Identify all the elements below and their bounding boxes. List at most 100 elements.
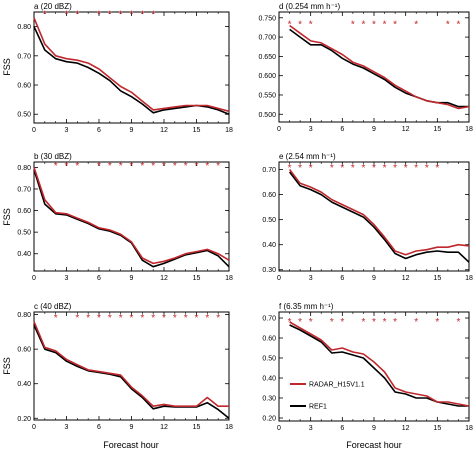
significance-marker: * <box>108 313 112 324</box>
significance-marker: * <box>414 20 418 31</box>
significance-marker: * <box>351 20 355 31</box>
y-tick-label: 0.600 <box>258 73 276 80</box>
significance-marker: * <box>97 313 101 324</box>
x-tick-label: 9 <box>130 424 134 431</box>
significance-marker: * <box>288 20 292 31</box>
significance-marker: * <box>151 9 155 20</box>
y-tick-label: 0.20 <box>262 416 276 423</box>
y-tick-label: 0.550 <box>258 92 276 99</box>
series-line-ref <box>288 171 470 263</box>
y-tick-label: 0.50 <box>17 230 31 237</box>
significance-marker: * <box>298 163 302 174</box>
series-line-radar <box>33 167 230 265</box>
panel-title: e (2.54 mm h⁻¹) <box>279 152 336 161</box>
y-tick-label: 0.60 <box>262 336 276 343</box>
y-tick-label: 0.40 <box>17 381 31 388</box>
series-line-radar <box>289 321 470 407</box>
y-tick-label: 0.50 <box>262 217 276 224</box>
x-tick-label: 6 <box>97 275 101 282</box>
significance-marker: * <box>162 161 166 172</box>
significance-marker: * <box>108 9 112 20</box>
significance-marker: * <box>86 313 90 324</box>
significance-marker: * <box>309 317 313 328</box>
series-line-radar <box>33 321 229 408</box>
x-axis-title: Forecast hour <box>346 440 402 450</box>
y-tick-label: 0.70 <box>262 316 276 323</box>
x-tick-label: 12 <box>402 425 410 432</box>
significance-marker: * <box>119 313 123 324</box>
significance-marker: * <box>151 161 155 172</box>
significance-marker: * <box>205 161 209 172</box>
x-tick-label: 18 <box>225 424 233 431</box>
significance-marker: * <box>65 9 69 20</box>
significance-marker: * <box>140 313 144 324</box>
y-tick-label: 0.60 <box>17 347 31 354</box>
x-tick-label: 15 <box>193 424 201 431</box>
significance-marker: * <box>108 161 112 172</box>
y-tick-label: 0.70 <box>17 53 31 60</box>
significance-marker: * <box>446 20 450 31</box>
significance-marker: * <box>393 317 397 328</box>
significance-marker: * <box>414 163 418 174</box>
y-tick-label: 0.700 <box>258 35 276 42</box>
panel-title: c (40 dBZ) <box>34 302 72 311</box>
x-tick-label: 6 <box>340 425 344 432</box>
panel-frame <box>33 161 230 272</box>
significance-marker: * <box>340 163 344 174</box>
y-axis-title: FSS <box>2 208 12 226</box>
significance-marker: * <box>54 313 58 324</box>
x-tick-label: 18 <box>465 126 473 133</box>
x-tick-label: 6 <box>340 275 344 282</box>
x-tick-label: 15 <box>193 127 201 134</box>
y-tick-label: 0.70 <box>262 167 276 174</box>
significance-marker: * <box>309 163 313 174</box>
significance-marker: * <box>372 317 376 328</box>
significance-marker: * <box>435 317 439 328</box>
significance-marker: * <box>140 9 144 20</box>
significance-marker: * <box>298 20 302 31</box>
significance-marker: * <box>119 9 123 20</box>
x-tick-label: 12 <box>160 127 168 134</box>
significance-marker: * <box>361 20 365 31</box>
significance-marker: * <box>372 20 376 31</box>
x-tick-label: 9 <box>372 275 376 282</box>
x-tick-label: 6 <box>97 127 101 134</box>
x-tick-label: 3 <box>309 275 313 282</box>
significance-marker: * <box>456 317 460 328</box>
significance-marker: * <box>130 9 134 20</box>
significance-marker: * <box>43 9 47 20</box>
panel-c: c (40 dBZ) 0 3 6 9 12 15 18 0.20 0.40 0.60 0.80 * * * *… <box>17 302 233 431</box>
panel-title: d (0.254 mm h⁻¹) <box>279 2 340 11</box>
legend-label: RADAR_H15V1.1 <box>309 382 365 389</box>
significance-marker: * <box>456 20 460 31</box>
significance-marker: * <box>75 161 79 172</box>
x-tick-label: 3 <box>309 425 313 432</box>
x-tick-label: 3 <box>65 275 69 282</box>
y-tick-label: 0.20 <box>17 416 31 423</box>
x-tick-label: 18 <box>465 275 473 282</box>
x-tick-label: 15 <box>433 275 441 282</box>
significance-marker: * <box>383 317 387 328</box>
y-tick-label: 0.80 <box>17 24 31 31</box>
significance-marker: * <box>361 317 365 328</box>
y-tick-label: 0.40 <box>17 251 31 258</box>
x-tick-label: 0 <box>32 127 36 134</box>
panel-title: f (6.35 mm h⁻¹) <box>279 302 334 311</box>
y-tick-label: 0.40 <box>262 242 276 249</box>
significance-marker: * <box>205 313 209 324</box>
significance-marker: * <box>425 163 429 174</box>
y-axis-title: FSS <box>2 58 12 76</box>
significance-marker: * <box>173 313 177 324</box>
significance-marker: * <box>351 163 355 174</box>
y-tick-label: 0.60 <box>17 83 31 90</box>
significance-marker: * <box>216 161 220 172</box>
series-line-radar <box>289 24 470 110</box>
panel-frame <box>278 311 470 422</box>
y-axis-title: FSS <box>2 357 12 375</box>
x-tick-label: 9 <box>130 127 134 134</box>
x-tick-label: 0 <box>277 126 281 133</box>
y-tick-label: 0.40 <box>262 376 276 383</box>
x-tick-label: 6 <box>97 424 101 431</box>
x-tick-label: 18 <box>465 425 473 432</box>
